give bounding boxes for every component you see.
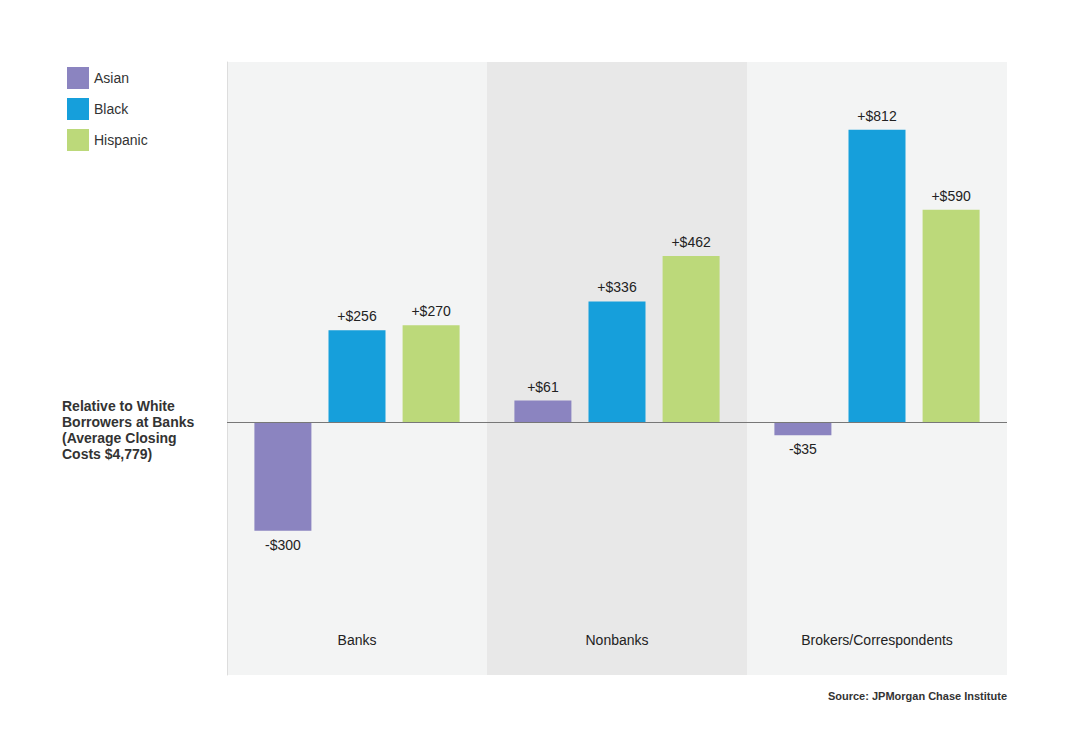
svg-text:Hispanic: Hispanic	[94, 132, 148, 148]
svg-text:+$462: +$462	[671, 234, 711, 250]
svg-text:(Average Closing: (Average Closing	[62, 430, 181, 446]
svg-text:-$300: -$300	[265, 537, 301, 553]
svg-text:Banks: Banks	[338, 632, 377, 648]
svg-text:+$61: +$61	[527, 379, 559, 395]
svg-text:+$336: +$336	[597, 279, 637, 295]
svg-text:+$590: +$590	[931, 188, 971, 204]
svg-text:Relative to White: Relative to White	[62, 398, 179, 414]
svg-text:+$812: +$812	[857, 108, 897, 124]
svg-text:Asian: Asian	[94, 70, 129, 86]
svg-text:+$256: +$256	[337, 308, 377, 324]
svg-text:Brokers/Correspondents: Brokers/Correspondents	[801, 632, 953, 648]
svg-text:Nonbanks: Nonbanks	[585, 632, 648, 648]
svg-text:Black: Black	[94, 101, 129, 117]
svg-text:Costs $4,779): Costs $4,779)	[62, 446, 152, 462]
svg-text:Borrowers at Banks: Borrowers at Banks	[62, 414, 198, 430]
svg-text:Source: JPMorgan Chase Institu: Source: JPMorgan Chase Institute	[828, 690, 1007, 702]
svg-text:+$270: +$270	[411, 303, 451, 319]
svg-text:-$35: -$35	[789, 441, 817, 457]
